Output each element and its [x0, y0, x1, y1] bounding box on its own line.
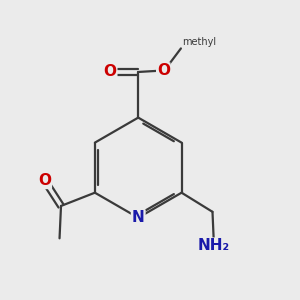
Text: NH₂: NH₂: [198, 238, 230, 253]
Text: O: O: [104, 64, 117, 80]
Text: methyl: methyl: [182, 37, 217, 47]
Text: O: O: [38, 173, 51, 188]
Text: O: O: [157, 63, 170, 78]
Text: N: N: [132, 210, 145, 225]
